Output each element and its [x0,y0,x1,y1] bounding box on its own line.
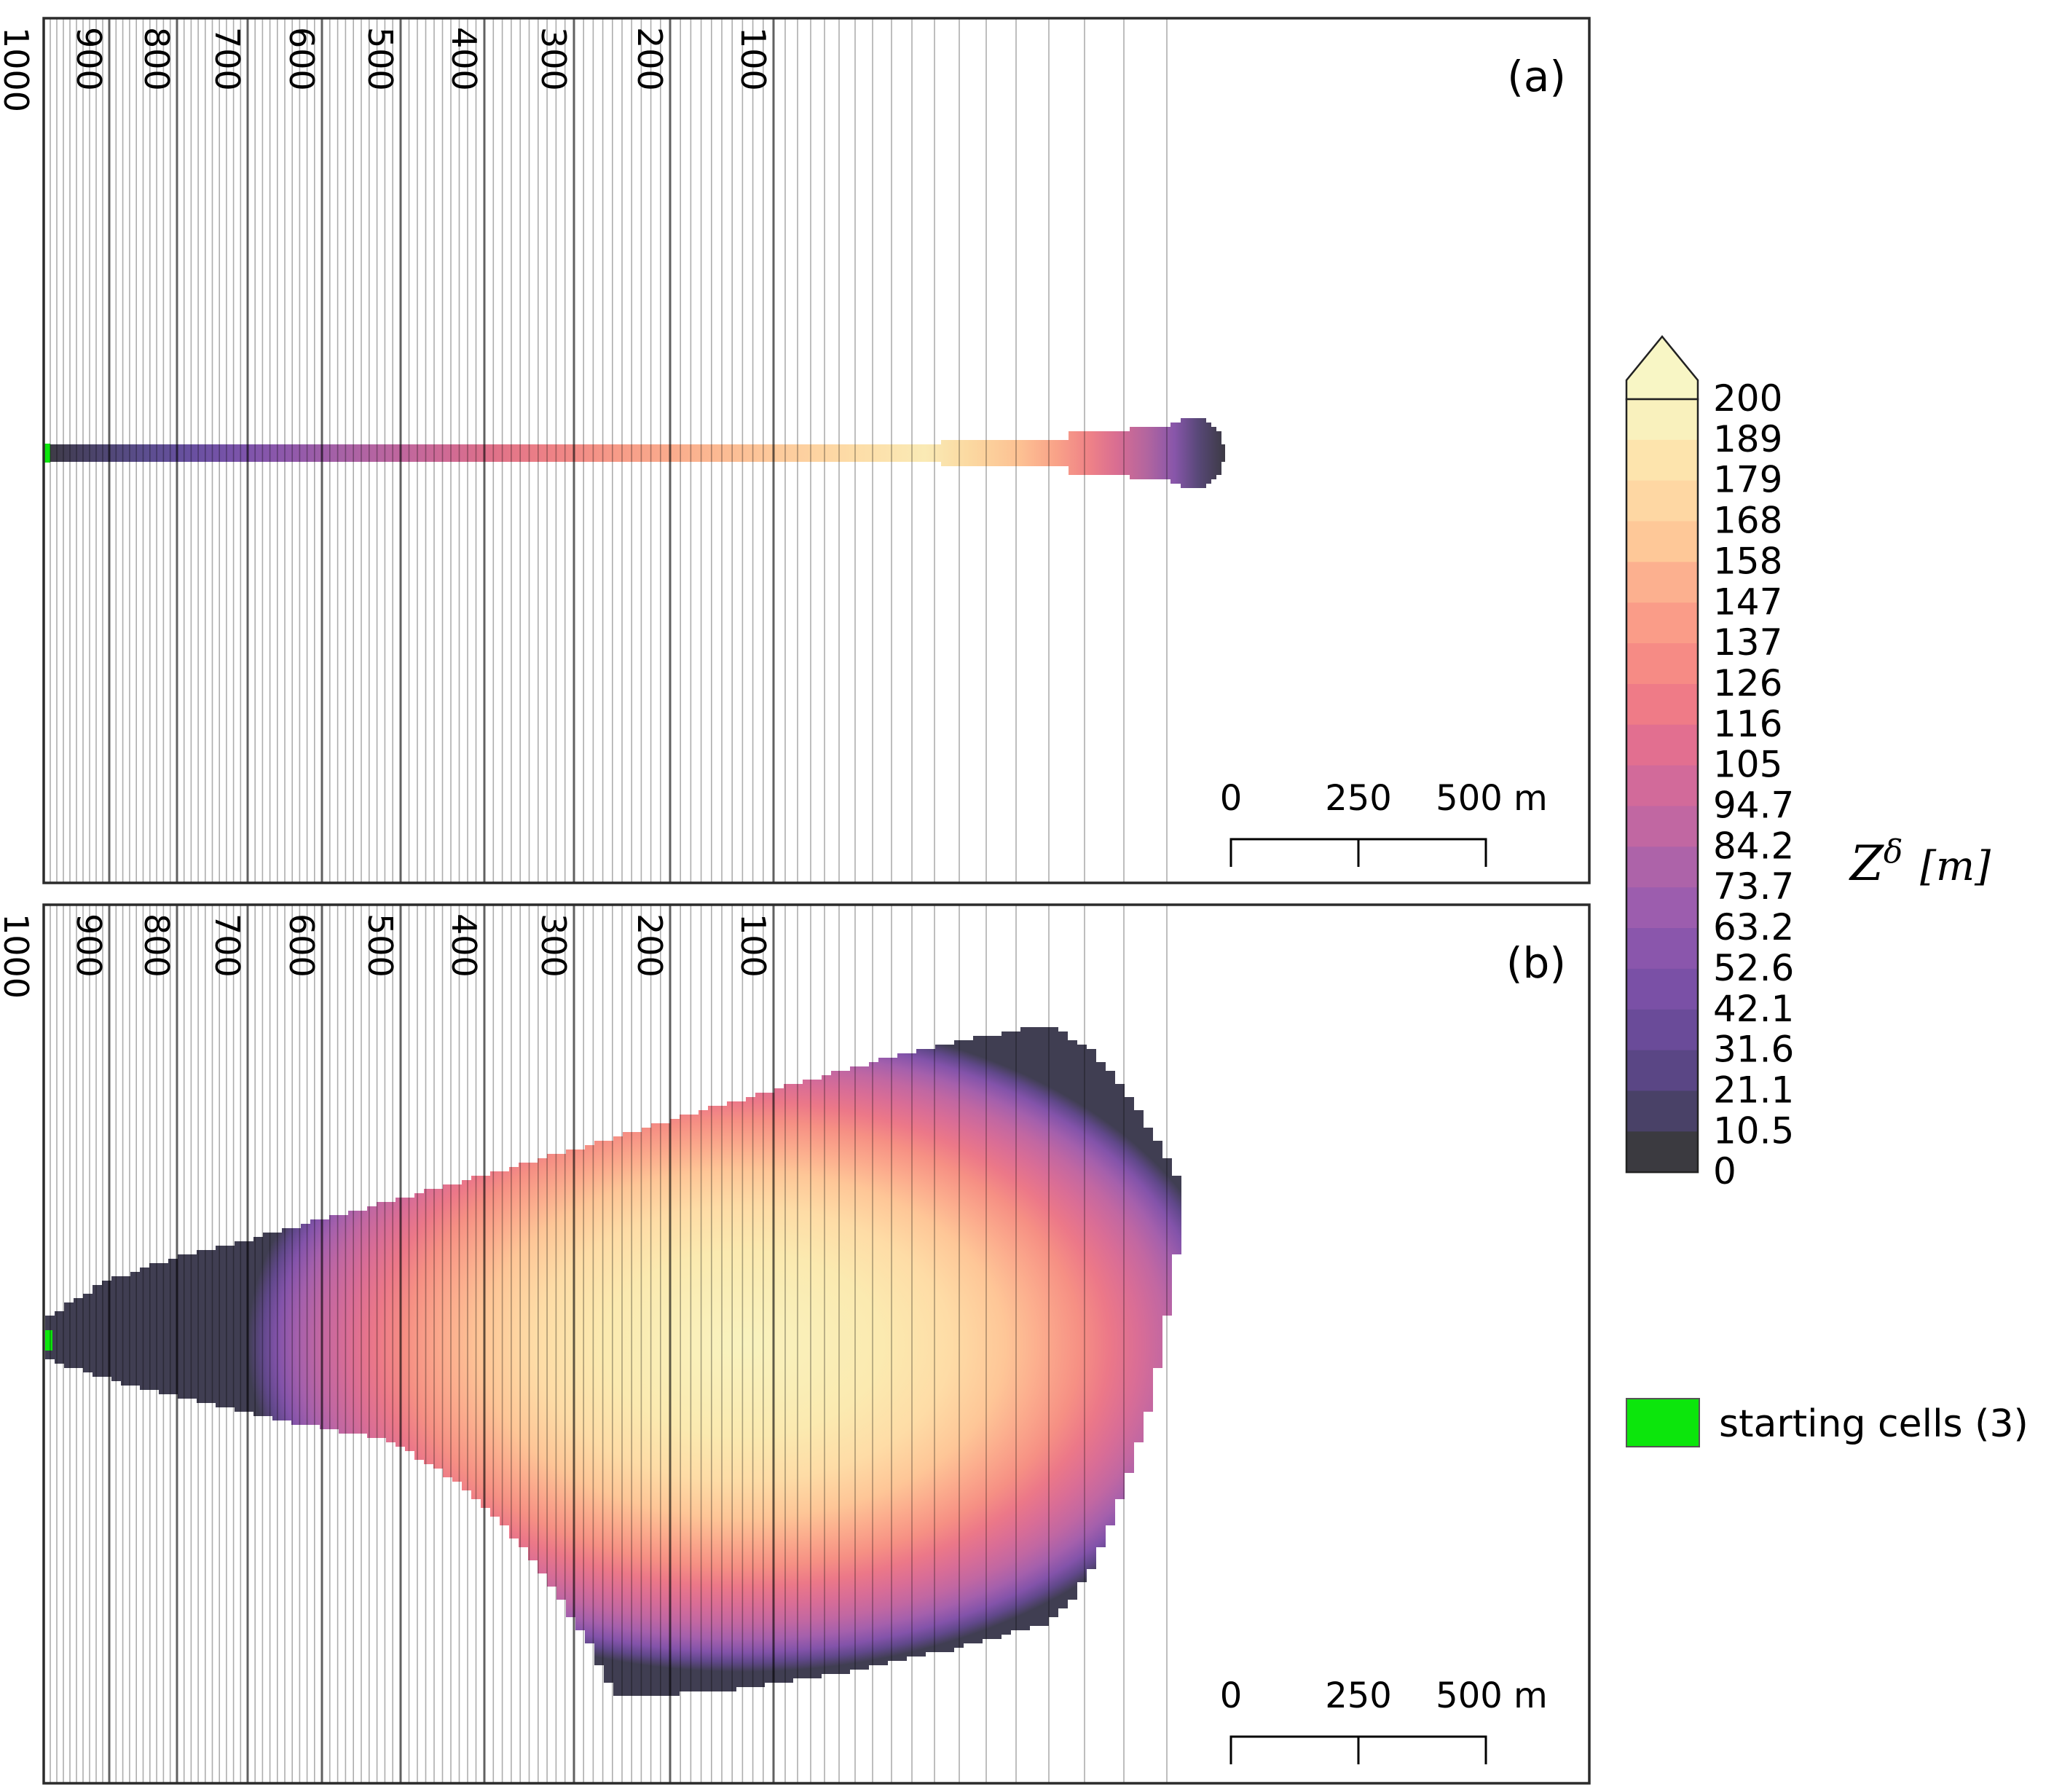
colorbar-tick-label: 42.1 [1713,988,1794,1030]
starting-cells-label: starting cells (3) [1719,1402,2029,1446]
axis-tick-label: 100 [733,27,773,91]
axis-tick-label: 300 [534,913,573,978]
colorbar-tick-label: 200 [1713,377,1782,420]
scale-bar-line [1229,838,1487,867]
colorbar-band [1626,480,1698,522]
axis-tick-label: 600 [282,913,321,978]
axis-tick-label: 600 [282,27,321,91]
scale-bar: 0 250 500 m [1220,1675,1548,1764]
axis-tick-label: 800 [137,913,176,978]
panel-a-label: (a) [1507,52,1566,101]
colorbar-tick-label: 168 [1713,500,1782,542]
colorbar-band [1626,521,1698,563]
axis-tick-label: 900 [69,27,109,91]
colorbar: 20018917916815814713712611610594.784.273… [1625,335,1794,1192]
colorbar-band [1626,806,1698,848]
panel-border [42,17,1591,884]
colorbar-tick-label: 21.1 [1713,1069,1794,1111]
scale-bar-label: 500 m [1436,778,1548,819]
axis-tick-label: 900 [69,913,109,978]
starting-cells-marker [45,1330,52,1351]
scale-bar-label: 250 [1325,1675,1392,1716]
colorbar-tick-label: 63.2 [1713,906,1794,948]
colorbar-frame [1625,398,1699,1174]
colorbar-band [1626,724,1698,766]
colorbar-band [1626,683,1698,726]
scale-bar-label: 500 m [1436,1675,1548,1716]
axis-tick-label: 200 [630,913,669,978]
colorbar-band [1626,399,1698,441]
axis-tick-label: 800 [137,27,176,91]
colorbar-overflow-arrow [1625,335,1699,401]
axis-tick-label: 500 [361,27,400,91]
colorbar-tick-label: 147 [1713,581,1782,623]
plume-channelized [44,418,1225,488]
colorbar-tick-label: 105 [1713,744,1782,786]
panel-a: 1000 900 800 700 600 500 400 300 200 1000 250 500 m [0,17,1591,884]
colorbar-tick-label: 52.6 [1713,947,1794,989]
starting-cells-swatch [1626,1398,1700,1447]
colorbar-band [1626,1009,1698,1051]
panel-border [42,903,1591,1785]
colorbar-tick-label: 31.6 [1713,1029,1794,1071]
colorbar-band [1626,765,1698,807]
plume-fan [45,1027,1186,1696]
scale-bar-label: 0 [1220,778,1243,819]
colorbar-band [1626,1050,1698,1092]
colorbar-band [1626,887,1698,929]
scale-bar-line [1229,1735,1487,1764]
axis-tick-label: 500 [361,913,400,978]
axis-tick-label: 1000 [0,913,36,999]
colorbar-band [1626,846,1698,888]
colorbar-tick-label: 10.5 [1713,1109,1794,1152]
scale-bar-label: 250 [1325,778,1392,819]
scale-bar-label: 0 [1220,1675,1243,1716]
colorbar-tick-label: 189 [1713,418,1782,460]
axis-tick-label: 700 [208,913,247,978]
colorbar-tick-label: 94.7 [1713,785,1794,827]
scale-bar: 0 250 500 m [1220,778,1548,867]
colorbar-band [1626,439,1698,482]
panel-b-label: (b) [1506,938,1566,988]
panel-b: 1000 900 800 700 600 500 400 300 200 1000 250 500 m [0,903,1591,1785]
colorbar-title: Zδ [m] [1849,833,1991,892]
starting-cells-marker [44,444,50,463]
axis-tick-label: 200 [630,27,669,91]
colorbar-band [1626,1090,1698,1133]
colorbar-band [1626,643,1698,685]
axis-tick-label: 400 [444,913,484,978]
colorbar-band [1626,968,1698,1010]
axis-tick-label: 400 [444,27,484,91]
colorbar-tick-label: 126 [1713,662,1782,704]
colorbar-tick-label: 179 [1713,459,1782,501]
colorbar-tick-label: 116 [1713,703,1782,745]
axis-tick-label: 700 [208,27,247,91]
colorbar-tick-label: 137 [1713,621,1782,664]
legend-starting-cells: starting cells (3) [1626,1398,2029,1447]
colorbar-band [1626,928,1698,970]
colorbar-tick-label: 73.7 [1713,865,1794,908]
colorbar-tick-label: 158 [1713,540,1782,582]
colorbar-band [1626,1131,1698,1173]
colorbar-band [1626,562,1698,604]
axis-tick-label: 1000 [0,27,36,112]
colorbar-band [1626,602,1698,644]
axis-tick-label: 100 [733,913,773,978]
colorbar-tick-label: 84.2 [1713,825,1794,867]
axis-tick-label: 300 [534,27,573,91]
colorbar-tick-label: 0 [1713,1150,1736,1192]
